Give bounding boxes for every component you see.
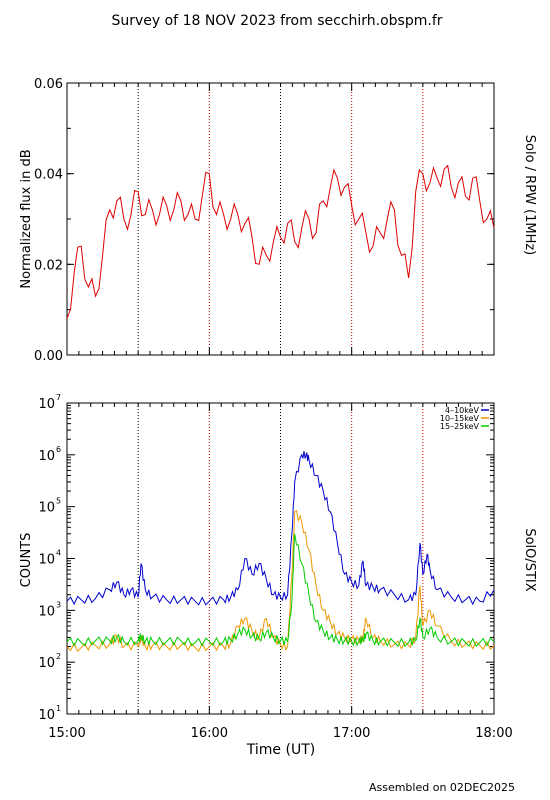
stix-vertical-markers: [137, 403, 424, 714]
rpw-flux-line: [66, 164, 495, 319]
stix-series: [66, 451, 495, 652]
stix-y-tick-label: 10: [38, 397, 55, 412]
stix-y-tick-exponent: 1: [56, 704, 61, 713]
legend-label: 10–15keV: [440, 414, 480, 423]
rpw-vertical-markers: [137, 83, 424, 355]
assembled-note: Assembled on 02DEC2025: [369, 781, 515, 794]
rpw-axis-ticks: 0.00 0.02 0.04 0.06: [34, 77, 495, 364]
stix-y-tick-label: 10: [38, 708, 55, 723]
rpw-instrument-label: Solo / RPW (1MHz): [522, 135, 537, 256]
stix-y-tick-label: 10: [38, 604, 55, 619]
rpw-y-tick-label: 0.00: [34, 349, 63, 364]
rpw-panel: 0.00 0.02 0.04 0.06 Normalized flux in dB S…: [19, 77, 537, 364]
stix-y-tick-label: 10: [38, 553, 55, 568]
rpw-series: [66, 164, 495, 319]
legend-label: 15–25keV: [440, 422, 480, 431]
stix-y-tick-exponent: 3: [56, 600, 61, 609]
stix-y-tick-exponent: 4: [56, 549, 61, 558]
x-tick-label: 15:00: [48, 726, 85, 741]
x-tick-label: 16:00: [191, 726, 228, 741]
stix-counts-line: [66, 533, 495, 647]
rpw-y-axis-label: Normalized flux in dB: [19, 149, 34, 288]
rpw-y-tick-label: 0.04: [34, 168, 63, 183]
x-tick-label: 17:00: [333, 726, 370, 741]
stix-y-tick-label: 10: [38, 501, 55, 516]
stix-y-tick-exponent: 2: [56, 652, 61, 661]
stix-counts-line: [66, 451, 495, 606]
x-tick-label: 18:00: [475, 726, 512, 741]
stix-counts-line: [66, 509, 495, 652]
x-axis-label: Time (UT): [246, 742, 315, 758]
stix-y-tick-exponent: 5: [56, 497, 61, 506]
figure-title: Survey of 18 NOV 2023 from secchirh.obsp…: [111, 13, 442, 29]
stix-instrument-label: SolO/STIX: [522, 528, 537, 591]
stix-y-tick-label: 10: [38, 449, 55, 464]
stix-y-tick-label: 10: [38, 656, 55, 671]
stix-y-axis-label: COUNTS: [19, 533, 34, 588]
stix-y-tick-exponent: 7: [56, 393, 61, 402]
rpw-y-tick-label: 0.06: [34, 77, 63, 92]
stix-y-tick-exponent: 6: [56, 445, 61, 454]
rpw-y-tick-label: 0.02: [34, 258, 63, 273]
legend-label: 4–10keV: [445, 406, 480, 415]
